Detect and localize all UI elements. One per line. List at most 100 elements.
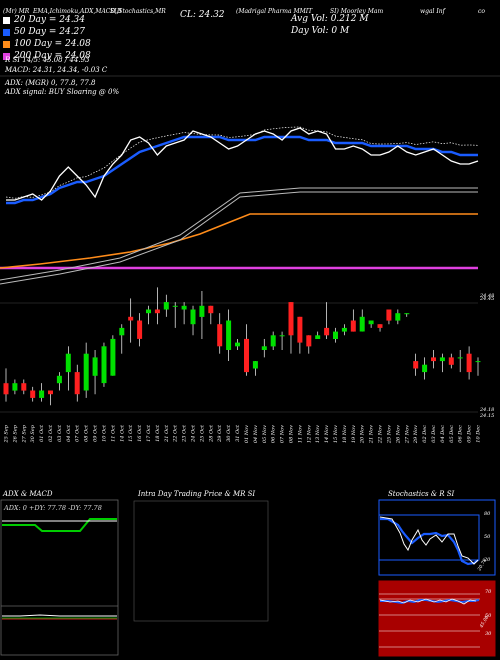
candle-body: [101, 346, 107, 384]
rsi-white-line: [379, 598, 477, 605]
date-tick-label: 22 Oct: [173, 424, 179, 443]
adx-panel: [0, 499, 119, 656]
date-tick-label: 18 Nov: [342, 425, 348, 443]
candle-body: [21, 383, 27, 391]
date-tick-label: 08 Nov: [288, 425, 294, 443]
date-tick-label: 21 Nov: [369, 425, 375, 444]
ma100-line: [0, 213, 478, 269]
stoch-tick-20: 20: [483, 557, 491, 563]
candle-body: [110, 338, 116, 376]
ma100-legend: 100 Day = 24.08: [3, 38, 91, 50]
ma200-legend: 200 Day = 24.08: [3, 50, 91, 62]
stoch-k-line: [380, 517, 479, 566]
candle-body: [404, 313, 410, 315]
candle-body: [377, 324, 383, 328]
date-tick-label: 08 Oct: [84, 424, 90, 442]
date-tick-label: 02 Oct: [48, 424, 54, 442]
candle-body: [386, 309, 392, 321]
candle-body: [288, 302, 294, 336]
ma50-swatch: [3, 28, 10, 36]
price-label-upper2: 24.45: [479, 296, 494, 302]
avg-volume: Avg Vol: 0.212 M: [291, 14, 369, 24]
adx-legend: ADX: 0 +DY: 77.78 -DY: 77.78: [3, 504, 102, 512]
date-tick-label: 12 Nov: [306, 425, 312, 443]
candle-body: [181, 305, 187, 310]
date-tick-label: 27 Nov: [404, 425, 410, 444]
ma200-swatch: [3, 52, 10, 60]
candle-body: [261, 346, 267, 350]
rsi-tick-70: 70: [485, 589, 492, 595]
date-tick-label: 31 Oct: [235, 424, 241, 442]
candle-body: [448, 357, 454, 365]
header-company-3: wgal Inf: [420, 8, 445, 15]
rsi-panel: [378, 580, 496, 657]
date-tick-label: 03 Dec: [431, 425, 437, 443]
candle-body: [48, 390, 53, 395]
stoch-tick-50: 50: [484, 534, 491, 540]
header-company-2: SI) Moorley Mam: [330, 8, 384, 15]
date-tick-label: 13 Nov: [315, 425, 321, 443]
candle-body: [244, 338, 249, 373]
rsi-tick-50: 50: [485, 613, 492, 619]
date-tick-label: 07 Oct: [75, 424, 81, 442]
date-tick-label: 05 Dec: [449, 425, 455, 443]
ma20-swatch: [3, 16, 10, 24]
candle-body: [359, 316, 365, 332]
adx-line: [2, 518, 117, 532]
candle-body: [315, 335, 321, 339]
date-tick-label: 17 Oct: [146, 424, 152, 442]
ma20-dotted-line: [5, 126, 479, 199]
date-tick-label: 18 Oct: [155, 424, 161, 442]
price-label-lower1: 24.18: [479, 407, 494, 413]
candle-body: [350, 320, 356, 332]
date-tick-label: 06 Dec: [458, 425, 464, 443]
candle-body: [39, 390, 45, 398]
candle-body: [457, 357, 463, 359]
ma50-line: [6, 135, 478, 205]
date-tick-label: 26 Nov: [395, 425, 401, 444]
ma100-label: 100 Day = 24.08: [14, 39, 91, 49]
date-tick-label: 27 Sep: [21, 424, 27, 443]
macd-line: [2, 614, 117, 617]
date-tick-label: 04 Oct: [66, 424, 72, 442]
candle-body: [172, 305, 178, 307]
date-tick-label: 04 Dec: [440, 425, 446, 443]
candle-body: [217, 324, 223, 347]
macd-readout: MACD: 24.31, 24.34, -0.03 C: [5, 66, 108, 74]
date-tick-label: 09 Dec: [467, 425, 473, 443]
date-tick-label: 15 Nov: [333, 425, 339, 443]
price-axis: 24.48 24.45 24.18 24.15: [479, 293, 494, 419]
candle-body: [341, 327, 347, 332]
price-label-upper: 24.48: [479, 293, 494, 299]
date-tick-label: 04 Nov: [253, 425, 259, 443]
date-tick-label: 01 Nov: [244, 425, 250, 443]
candle-body: [395, 313, 401, 321]
date-tick-label: 29 Nov: [413, 425, 419, 444]
candle-body: [74, 372, 80, 395]
date-tick-label: 24 Oct: [191, 424, 197, 443]
header-company-4: co: [478, 8, 485, 15]
date-tick-label: 28 Oct: [208, 424, 214, 443]
candle-body: [199, 305, 205, 317]
date-tick-label: 23 Oct: [182, 424, 188, 443]
candle-body: [475, 361, 481, 363]
ma-legend: 20 Day = 24.34 50 Day = 24.27 100 Day = …: [3, 14, 91, 62]
candle-body: [270, 335, 276, 347]
header-indicators-2: SI,Stochastics,MR: [110, 8, 166, 15]
date-tick-label: 02 Dec: [422, 425, 428, 443]
ma20-legend: 20 Day = 24.34: [3, 14, 91, 26]
date-tick-label: 10 Oct: [101, 424, 107, 442]
date-tick-label: 06 Nov: [271, 425, 277, 443]
date-tick-label: 15 Oct: [128, 424, 134, 442]
candle-body: [368, 320, 374, 325]
chart-header: (Mr) MR EMA,Ichimoku,ADX,MACD,B SI,Stoch…: [0, 8, 500, 20]
date-tick-label: 25 Nov: [386, 425, 392, 444]
date-tick-label: 07 Nov: [280, 425, 286, 443]
date-tick-label: 30 Oct: [226, 424, 232, 442]
candle-body: [56, 375, 62, 384]
ma50-legend: 50 Day = 24.27: [3, 26, 91, 38]
date-tick-label: 22 Nov: [378, 425, 384, 444]
ma200-label: 200 Day = 24.08: [14, 51, 91, 61]
date-tick-label: 16 Oct: [137, 424, 143, 442]
date-tick-label: 26 Sep: [12, 424, 18, 443]
